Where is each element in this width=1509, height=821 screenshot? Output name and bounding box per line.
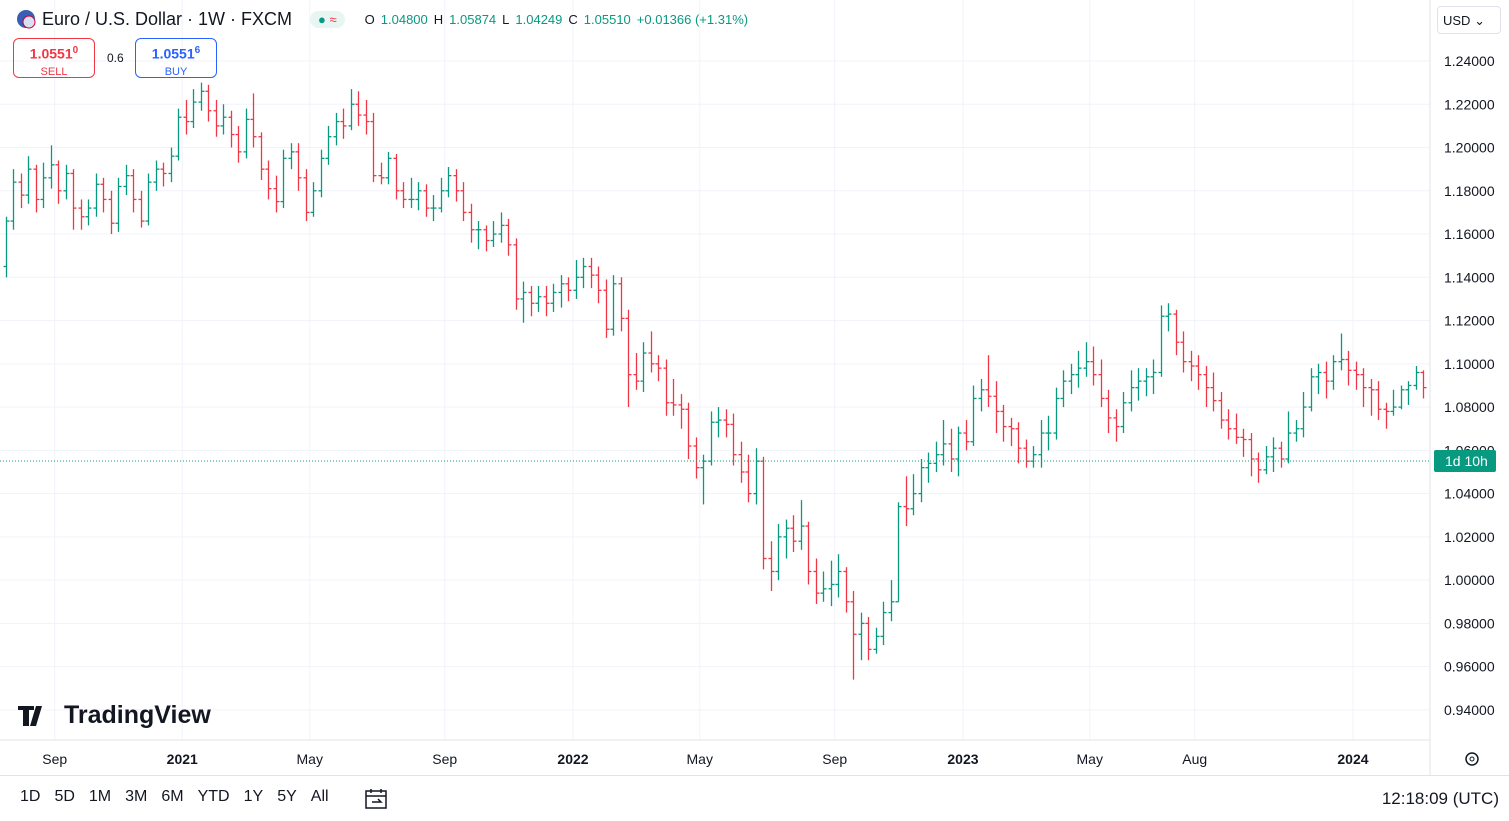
- x-tick-label: Aug: [1182, 751, 1207, 767]
- change: +0.01366 (+1.31%): [636, 11, 749, 27]
- x-tick-label: 2024: [1337, 751, 1368, 767]
- toolbar-separator: [0, 775, 1509, 776]
- x-tick-label: Sep: [432, 751, 457, 767]
- last-price-tag: [1434, 449, 1496, 472]
- sell-price: 1.0551: [29, 45, 73, 62]
- countdown: 1d 10h: [1445, 453, 1488, 469]
- range-button[interactable]: 1M: [88, 788, 112, 805]
- x-tick-label: 2021: [167, 751, 198, 767]
- buy-price: 1.0551: [151, 45, 195, 62]
- y-tick-label: 1.12000: [1444, 313, 1495, 329]
- y-tick-label: 1.10000: [1444, 356, 1495, 372]
- o-value: 1.04800: [380, 11, 428, 27]
- range-button[interactable]: 1Y: [243, 788, 264, 805]
- y-tick-label: 0.94000: [1444, 702, 1495, 718]
- grid: [0, 0, 1430, 740]
- sell-label: SELL: [40, 65, 68, 78]
- y-tick-label: 1.06000: [1444, 442, 1495, 458]
- x-tick-label: Sep: [822, 751, 847, 767]
- range-button[interactable]: 5Y: [277, 788, 297, 805]
- y-tick-label: 1.04000: [1444, 486, 1495, 502]
- buy-button[interactable]: 1.05516 BUY: [135, 38, 217, 78]
- range-button[interactable]: 1D: [20, 788, 41, 805]
- flag-icon: [17, 10, 36, 29]
- range-button[interactable]: YTD: [197, 788, 230, 805]
- range-button[interactable]: 3M: [125, 788, 148, 805]
- h-value: 1.05874: [449, 11, 497, 27]
- settings-icon[interactable]: [1465, 752, 1479, 766]
- y-tick-label: 1.14000: [1444, 269, 1495, 285]
- currency: USD: [1443, 13, 1471, 28]
- currency-select[interactable]: USD ⌄: [1437, 6, 1501, 34]
- l-value: 1.04249: [515, 11, 563, 27]
- sell-pip: 0: [72, 45, 79, 56]
- y-tick-label: 0.98000: [1444, 615, 1495, 631]
- buy-pip: 6: [194, 45, 201, 56]
- c-label: C: [568, 11, 578, 27]
- y-tick-label: 1.20000: [1444, 140, 1495, 156]
- sell-button[interactable]: 1.05510 SELL: [13, 38, 95, 78]
- clock: 12:18:09 (UTC): [1381, 789, 1499, 808]
- x-tick-label: 2023: [947, 751, 978, 767]
- o-label: O: [364, 11, 375, 27]
- range-button[interactable]: 5D: [54, 788, 75, 805]
- range-toolbar: 1D 5D 1M 3M 6M YTD 1Y 5Y All: [20, 788, 329, 806]
- y-tick-label: 1.08000: [1444, 399, 1495, 415]
- x-tick-label: Sep: [42, 751, 67, 767]
- buy-label: BUY: [164, 65, 188, 78]
- x-tick-label: May: [1077, 751, 1103, 767]
- range-button[interactable]: 6M: [161, 788, 184, 805]
- y-tick-label: 1.18000: [1444, 183, 1495, 199]
- range-button[interactable]: All: [310, 788, 329, 805]
- logo: [18, 706, 42, 726]
- y-tick-label: 1.22000: [1444, 96, 1495, 112]
- goto-date-icon[interactable]: [364, 787, 390, 811]
- h-label: H: [433, 11, 444, 27]
- y-tick-label: 1.16000: [1444, 226, 1495, 242]
- header: Euro / U.S. Dollar · 1W · FXCM ● ≈ O 1.04…: [16, 7, 748, 31]
- y-tick-label: 0.96000: [1444, 659, 1495, 675]
- chart: TradingView 0.94000 0.96000 0.98000 1.00000…: [0, 0, 1496, 775]
- x-tick-label: 2022: [557, 751, 588, 767]
- l-label: L: [502, 11, 510, 27]
- symbol[interactable]: Euro / U.S. Dollar · 1W · FXCM: [42, 8, 293, 29]
- spread: 0.6: [107, 51, 124, 65]
- c-value: 1.05510: [583, 11, 631, 27]
- y-tick-label: 1.24000: [1444, 53, 1495, 69]
- y-tick-label: 1.00000: [1444, 572, 1495, 588]
- y-tick-label: 1.02000: [1444, 529, 1495, 545]
- x-tick-label: May: [687, 751, 713, 767]
- status[interactable]: ● ≈: [310, 10, 345, 28]
- watermark: TradingView: [64, 701, 211, 729]
- x-tick-label: May: [297, 751, 323, 767]
